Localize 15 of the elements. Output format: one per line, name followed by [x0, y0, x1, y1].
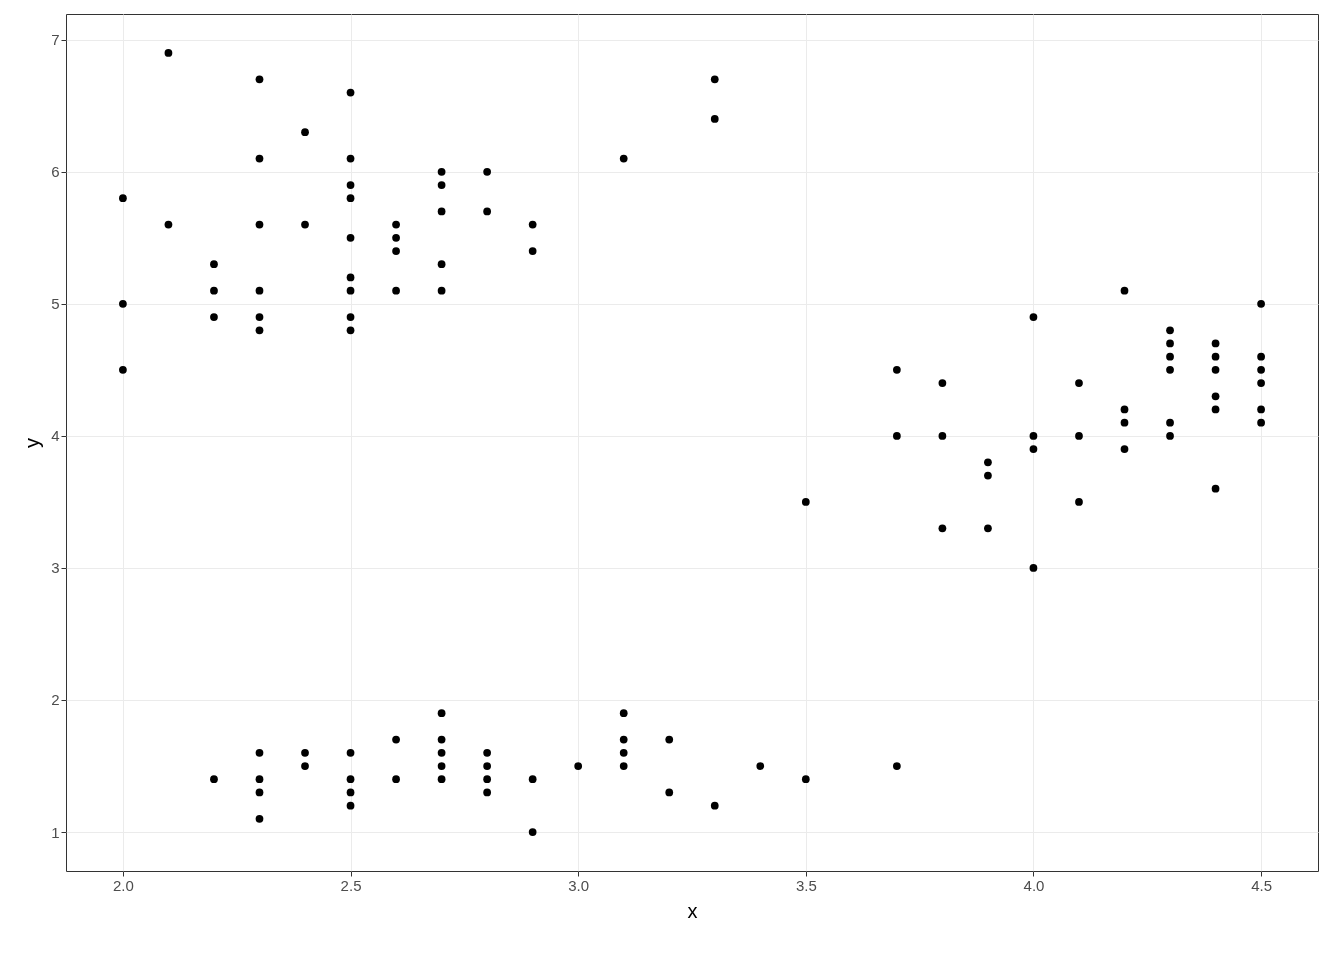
x-tick-label: 2.5	[340, 876, 362, 894]
x-tick-label: 4.5	[1251, 876, 1273, 894]
x-tick-label: 3.0	[568, 876, 590, 894]
y-tick-label: 7	[51, 31, 60, 49]
x-tick-label: 2.0	[112, 876, 134, 894]
y-tick-label: 1	[51, 823, 60, 841]
y-tick-label: 6	[51, 163, 60, 181]
y-tick-label: 2	[51, 691, 60, 709]
y-tick-label: 3	[51, 559, 60, 577]
x-tick-label: 4.0	[1023, 876, 1045, 894]
x-axis-title: x	[687, 899, 698, 922]
x-tick-label: 3.5	[795, 876, 817, 894]
y-tick-label: 4	[51, 427, 60, 445]
y-tick-label: 5	[51, 295, 60, 313]
y-axis-title: y	[21, 438, 44, 448]
